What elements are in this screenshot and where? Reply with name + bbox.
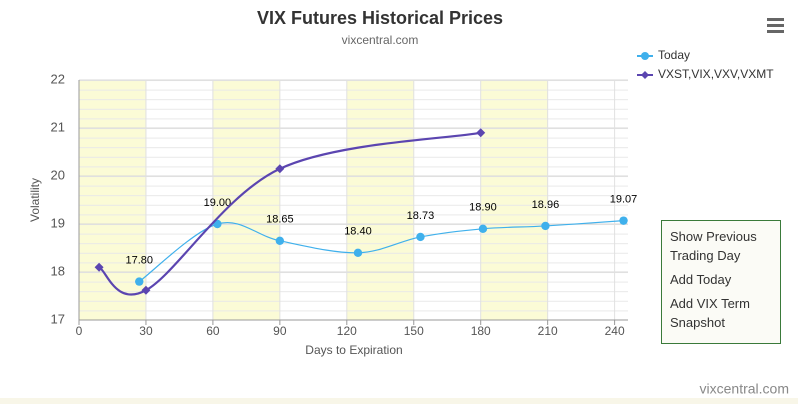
x-tick-label: 150 bbox=[404, 324, 424, 338]
data-point bbox=[476, 128, 486, 138]
menu-item[interactable]: Add VIX Term Snapshot bbox=[670, 296, 750, 330]
data-label: 18.96 bbox=[532, 199, 560, 211]
data-point bbox=[478, 224, 488, 233]
credit: vixcentral.com bbox=[700, 381, 789, 397]
data-point bbox=[541, 221, 550, 231]
context-menu: Show Previous Trading Day Add Today Add … bbox=[661, 220, 781, 344]
data-label: 19.07 bbox=[610, 194, 638, 206]
x-tick-label: 30 bbox=[139, 324, 153, 338]
x-tick-label: 240 bbox=[605, 324, 625, 338]
data-label: 19.00 bbox=[204, 197, 232, 209]
data-point bbox=[353, 248, 363, 257]
data-point bbox=[416, 232, 425, 242]
data-point bbox=[275, 236, 285, 245]
legend-label[interactable]: VXST,VIX,VXV,VXMT bbox=[658, 67, 774, 81]
data-label: 18.73 bbox=[407, 210, 435, 222]
data-point bbox=[94, 262, 104, 272]
x-tick-label: 210 bbox=[538, 324, 558, 338]
data-label: 18.90 bbox=[469, 202, 497, 214]
data-label: 18.40 bbox=[344, 226, 372, 238]
data-point bbox=[141, 285, 151, 295]
y-tick-label: 17 bbox=[51, 311, 65, 326]
chart-subtitle: vixcentral.com bbox=[342, 33, 419, 47]
x-axis-title: Days to Expiration bbox=[305, 343, 402, 357]
y-axis-title: Volatility bbox=[28, 178, 42, 222]
legend-marker bbox=[641, 71, 649, 79]
data-label: 17.80 bbox=[125, 255, 153, 267]
x-tick-label: 90 bbox=[273, 324, 287, 338]
chart-title: VIX Futures Historical Prices bbox=[257, 8, 503, 28]
menu-item[interactable]: Show Previous Trading Day bbox=[670, 229, 757, 263]
series-line bbox=[98, 131, 481, 296]
data-point bbox=[135, 277, 144, 286]
menu-item[interactable]: Add Today bbox=[670, 272, 732, 287]
footer-strip bbox=[0, 398, 798, 404]
y-tick-label: 20 bbox=[51, 167, 65, 182]
y-tick-label: 22 bbox=[51, 71, 65, 86]
menu-icon-bar[interactable] bbox=[767, 24, 784, 27]
menu-icon-bar[interactable] bbox=[767, 18, 784, 21]
y-tick-label: 19 bbox=[51, 215, 65, 230]
legend-label[interactable]: Today bbox=[658, 48, 690, 62]
legend-marker bbox=[641, 52, 649, 60]
x-tick-label: 0 bbox=[76, 324, 83, 338]
y-tick-label: 21 bbox=[51, 119, 65, 134]
x-tick-label: 180 bbox=[471, 324, 491, 338]
minor-grid bbox=[79, 80, 628, 320]
data-label: 18.65 bbox=[266, 214, 294, 226]
menu-button[interactable] bbox=[767, 18, 784, 33]
y-tick-label: 18 bbox=[51, 263, 65, 278]
menu-icon-bar[interactable] bbox=[767, 30, 784, 33]
data-point bbox=[619, 216, 628, 225]
x-tick-label: 60 bbox=[206, 324, 220, 338]
x-tick-label: 120 bbox=[337, 324, 357, 338]
data-point bbox=[275, 164, 285, 174]
